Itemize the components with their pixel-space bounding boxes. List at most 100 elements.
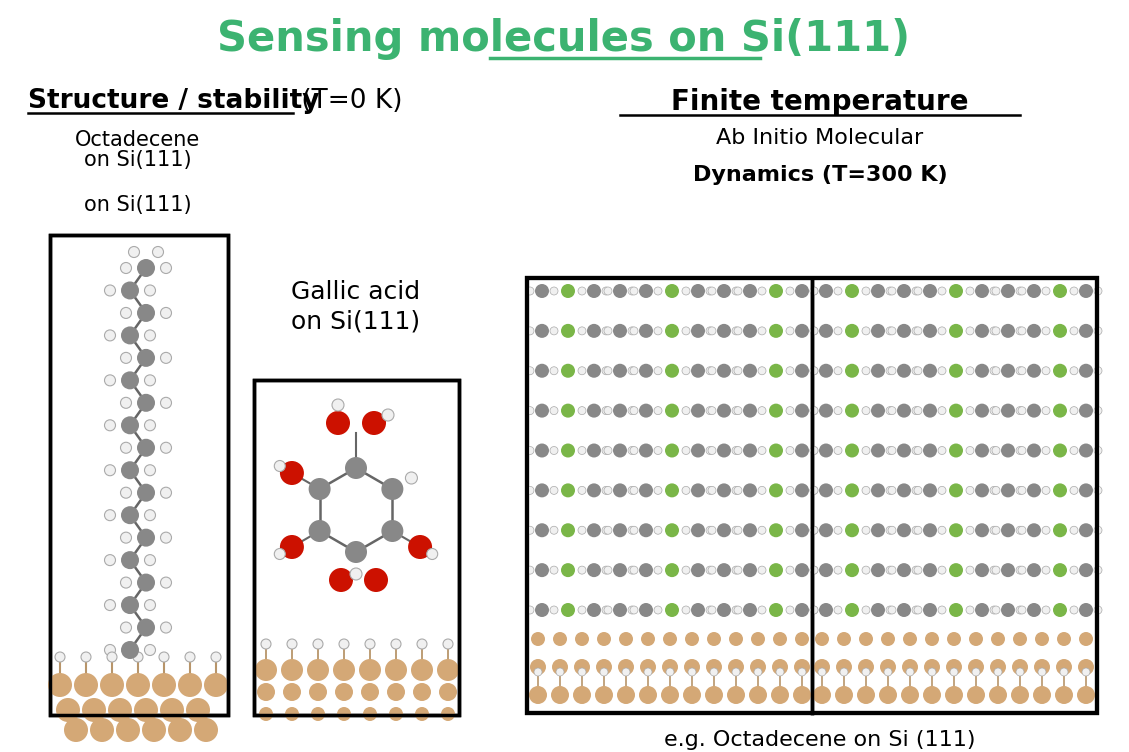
Circle shape: [835, 659, 852, 675]
Circle shape: [938, 447, 946, 454]
Circle shape: [1094, 367, 1102, 374]
Circle shape: [1027, 603, 1041, 617]
Circle shape: [809, 327, 819, 335]
Circle shape: [100, 673, 124, 697]
Circle shape: [359, 659, 380, 681]
Circle shape: [717, 484, 730, 497]
Circle shape: [734, 287, 742, 295]
Circle shape: [1016, 367, 1024, 374]
Circle shape: [717, 324, 730, 338]
Circle shape: [1079, 284, 1093, 298]
Circle shape: [1070, 606, 1078, 614]
Circle shape: [1042, 447, 1050, 454]
Circle shape: [439, 683, 457, 701]
Circle shape: [990, 367, 998, 374]
Circle shape: [622, 668, 630, 676]
Circle shape: [663, 632, 677, 646]
Circle shape: [717, 364, 730, 378]
Circle shape: [350, 568, 362, 580]
Circle shape: [587, 523, 601, 537]
Circle shape: [706, 327, 714, 335]
Circle shape: [159, 652, 169, 662]
Circle shape: [1070, 526, 1078, 534]
Circle shape: [795, 632, 809, 646]
Circle shape: [364, 707, 377, 721]
Circle shape: [889, 487, 896, 494]
Circle shape: [587, 484, 601, 497]
Circle shape: [886, 606, 894, 614]
Circle shape: [1070, 327, 1078, 335]
Circle shape: [886, 447, 894, 454]
Circle shape: [691, 444, 704, 457]
Circle shape: [1027, 484, 1041, 497]
Circle shape: [706, 566, 714, 574]
Circle shape: [535, 563, 549, 577]
Circle shape: [1094, 606, 1102, 614]
Circle shape: [902, 659, 918, 675]
Circle shape: [137, 574, 155, 592]
Text: on Si(111): on Si(111): [85, 195, 192, 215]
Circle shape: [553, 632, 567, 646]
Circle shape: [732, 668, 739, 676]
Circle shape: [708, 367, 716, 374]
Circle shape: [809, 447, 819, 454]
Circle shape: [924, 603, 937, 617]
Circle shape: [535, 404, 549, 417]
Circle shape: [834, 606, 842, 614]
Circle shape: [914, 487, 922, 494]
Circle shape: [332, 399, 344, 411]
Circle shape: [938, 526, 946, 534]
Circle shape: [551, 686, 569, 704]
Circle shape: [121, 461, 139, 479]
Circle shape: [758, 606, 765, 614]
Circle shape: [1001, 563, 1015, 577]
Circle shape: [602, 566, 610, 574]
Circle shape: [758, 327, 765, 335]
Circle shape: [743, 404, 758, 417]
Circle shape: [691, 404, 704, 417]
Circle shape: [682, 287, 690, 295]
Circle shape: [706, 287, 714, 295]
Circle shape: [639, 484, 653, 497]
Circle shape: [975, 484, 989, 497]
Circle shape: [1016, 606, 1024, 614]
Circle shape: [1094, 447, 1102, 454]
Circle shape: [613, 484, 627, 497]
Text: Sensing molecules on Si(111): Sensing molecules on Si(111): [218, 18, 911, 60]
Circle shape: [1016, 487, 1024, 494]
Circle shape: [1010, 686, 1029, 704]
Circle shape: [126, 673, 150, 697]
Circle shape: [798, 668, 806, 676]
Circle shape: [863, 367, 870, 374]
Circle shape: [708, 447, 716, 454]
Text: Gallic acid: Gallic acid: [291, 280, 421, 304]
Circle shape: [758, 487, 765, 494]
Circle shape: [639, 523, 653, 537]
Circle shape: [889, 447, 896, 454]
Circle shape: [660, 686, 679, 704]
Circle shape: [708, 606, 716, 614]
Circle shape: [105, 420, 115, 431]
Circle shape: [390, 707, 403, 721]
Circle shape: [1001, 523, 1015, 537]
Circle shape: [555, 668, 564, 676]
Circle shape: [405, 472, 418, 484]
Circle shape: [145, 465, 156, 476]
Circle shape: [1016, 526, 1024, 534]
Circle shape: [732, 327, 739, 335]
Circle shape: [1094, 487, 1102, 494]
Circle shape: [717, 603, 730, 617]
Circle shape: [1035, 632, 1049, 646]
Circle shape: [992, 327, 1000, 335]
Circle shape: [717, 404, 730, 417]
Circle shape: [795, 404, 809, 417]
Circle shape: [949, 284, 963, 298]
Circle shape: [274, 460, 286, 472]
Circle shape: [526, 367, 534, 374]
Circle shape: [121, 532, 131, 543]
Circle shape: [870, 444, 885, 457]
Circle shape: [535, 444, 549, 457]
Text: Dynamics (T=300 K): Dynamics (T=300 K): [693, 165, 947, 185]
Circle shape: [530, 659, 546, 675]
Circle shape: [844, 444, 859, 457]
